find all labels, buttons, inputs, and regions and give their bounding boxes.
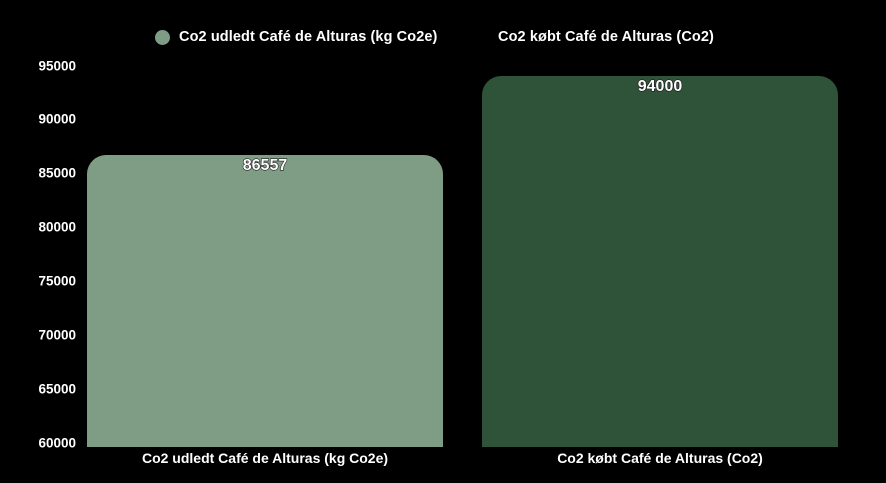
y-tick-label: 90000 [38,111,77,128]
y-tick-label: 70000 [38,327,77,344]
legend-label-0: Co2 udledt Café de Alturas (kg Co2e) [178,28,438,46]
y-tick-label: 95000 [38,58,77,75]
y-tick-label: 80000 [38,219,77,236]
y-tick-label: 60000 [38,435,77,452]
legend-label-1: Co2 købt Café de Alturas (Co2) [497,28,714,46]
bar-value-label: 94000 [637,77,683,95]
y-tick-label: 85000 [38,165,77,182]
x-tick-label: Co2 udledt Café de Alturas (kg Co2e) [141,449,389,467]
y-tick-label: 75000 [38,273,77,290]
legend-item-co2-kobt[interactable]: Co2 købt Café de Alturas (Co2) [497,24,714,50]
bar-co2-kobt[interactable] [482,76,838,447]
bar-value-label: 86557 [242,156,288,174]
legend-swatch-icon-0 [155,29,170,45]
legend-item-co2-udledt[interactable]: Co2 udledt Café de Alturas (kg Co2e) [155,24,438,50]
bar-co2-udledt[interactable] [87,155,443,447]
x-tick-label: Co2 købt Café de Alturas (Co2) [556,449,763,467]
y-tick-label: 65000 [38,381,77,398]
chart-legend: Co2 udledt Café de Alturas (kg Co2e) Co2… [0,24,886,50]
